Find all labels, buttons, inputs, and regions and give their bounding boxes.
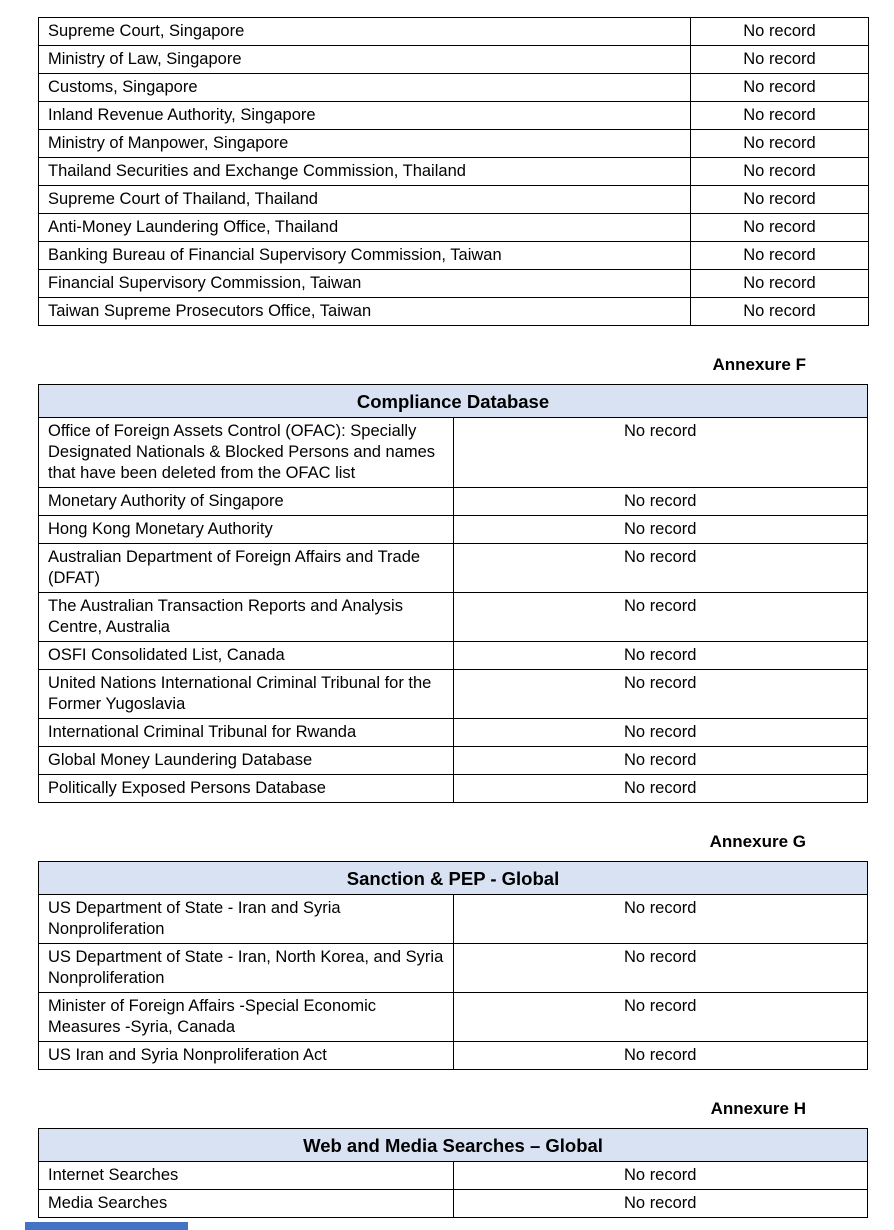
result-cell: No record (452, 894, 868, 944)
source-cell: Ministry of Law, Singapore (38, 45, 691, 74)
result-cell: No record (452, 1041, 868, 1070)
source-cell: Monetary Authority of Singapore (38, 487, 454, 516)
source-cell: Global Money Laundering Database (38, 746, 454, 775)
annexure-label: Annexure G (709, 832, 806, 851)
table-row: Ministry of Law, Singapore No record (38, 45, 869, 74)
result-cell: No record (690, 269, 869, 298)
table-row: Thailand Securities and Exchange Commiss… (38, 157, 869, 186)
result-cell: No record (452, 641, 868, 670)
result-cell: No record (452, 718, 868, 747)
table-row: US Department of State - Iran and Syria … (38, 894, 868, 944)
table-row: Monetary Authority of Singapore No record (38, 487, 868, 516)
source-cell: Inland Revenue Authority, Singapore (38, 101, 691, 130)
table-row: Internet Searches No record (38, 1161, 868, 1190)
table-row: The Australian Transaction Reports and A… (38, 592, 868, 642)
source-cell: International Criminal Tribunal for Rwan… (38, 718, 454, 747)
table-title: Web and Media Searches – Global (38, 1128, 868, 1162)
result-cell: No record (452, 487, 868, 516)
source-cell: Office of Foreign Assets Control (OFAC):… (38, 417, 454, 488)
table-row: United Nations International Criminal Tr… (38, 669, 868, 719)
table-row: Ministry of Manpower, Singapore No record (38, 129, 869, 158)
document-body: Supreme Court, Singapore No record Ministr… (38, 17, 869, 1218)
table-row: Customs, Singapore No record (38, 73, 869, 102)
result-cell: No record (690, 73, 869, 102)
source-cell: Supreme Court of Thailand, Thailand (38, 185, 691, 214)
source-cell: Minister of Foreign Affairs -Special Eco… (38, 992, 454, 1042)
source-cell: Customs, Singapore (38, 73, 691, 102)
source-cell: Supreme Court, Singapore (38, 17, 691, 46)
table-row: Banking Bureau of Financial Supervisory … (38, 241, 869, 270)
result-cell: No record (452, 543, 868, 593)
table-row: Politically Exposed Persons Database No r… (38, 774, 868, 803)
source-cell: US Department of State - Iran, North Kor… (38, 943, 454, 993)
result-cell: No record (690, 17, 869, 46)
table-row: Inland Revenue Authority, Singapore No re… (38, 101, 869, 130)
table-row: Anti-Money Laundering Office, Thailand No… (38, 213, 869, 242)
table-title: Compliance Database (38, 384, 868, 418)
result-cell: No record (452, 417, 868, 488)
table-row: Taiwan Supreme Prosecutors Office, Taiwa… (38, 297, 869, 326)
source-cell: US Department of State - Iran and Syria … (38, 894, 454, 944)
table-title: Sanction & PEP - Global (38, 861, 868, 895)
table-row: Financial Supervisory Commission, Taiwan… (38, 269, 869, 298)
table-row: US Iran and Syria Nonproliferation Act No… (38, 1041, 868, 1070)
result-cell: No record (452, 746, 868, 775)
result-cell: No record (690, 129, 869, 158)
result-cell: No record (690, 185, 869, 214)
result-cell: No record (452, 992, 868, 1042)
table-regional-regulatory-sources: Supreme Court, Singapore No record Ministr… (38, 17, 869, 326)
source-cell: The Australian Transaction Reports and A… (38, 592, 454, 642)
source-cell: Taiwan Supreme Prosecutors Office, Taiwa… (38, 297, 691, 326)
table-row: Supreme Court, Singapore No record (38, 17, 869, 46)
table-row: Office of Foreign Assets Control (OFAC):… (38, 417, 868, 488)
result-cell: No record (452, 943, 868, 993)
source-cell: Internet Searches (38, 1161, 454, 1190)
table-sanction-pep-global: Sanction & PEP - Global US Department of … (38, 861, 868, 1070)
table-title-row: Sanction & PEP - Global (38, 861, 868, 895)
table-web-media-searches-global: Web and Media Searches – Global Internet … (38, 1128, 868, 1218)
table-row: Australian Department of Foreign Affairs… (38, 543, 868, 593)
table-row: OSFI Consolidated List, Canada No record (38, 641, 868, 670)
table-row: Media Searches No record (38, 1189, 868, 1218)
table-row: Global Money Laundering Database No recor… (38, 746, 868, 775)
source-cell: Politically Exposed Persons Database (38, 774, 454, 803)
result-cell: No record (690, 297, 869, 326)
bottom-cutoff-bar (25, 1222, 188, 1230)
result-cell: No record (452, 774, 868, 803)
result-cell: No record (690, 241, 869, 270)
result-cell: No record (690, 213, 869, 242)
source-cell: US Iran and Syria Nonproliferation Act (38, 1041, 454, 1070)
source-cell: Financial Supervisory Commission, Taiwan (38, 269, 691, 298)
annexure-label: Annexure H (710, 1099, 806, 1118)
source-cell: Media Searches (38, 1189, 454, 1218)
result-cell: No record (690, 45, 869, 74)
source-cell: Banking Bureau of Financial Supervisory … (38, 241, 691, 270)
table-title-row: Web and Media Searches – Global (38, 1128, 868, 1162)
table-compliance-database: Compliance Database Office of Foreign Ass… (38, 384, 868, 803)
result-cell: No record (690, 101, 869, 130)
result-cell: No record (452, 1161, 868, 1190)
table-row: Minister of Foreign Affairs -Special Eco… (38, 992, 868, 1042)
annexure-label: Annexure F (712, 355, 806, 374)
source-cell: Thailand Securities and Exchange Commiss… (38, 157, 691, 186)
table-title-row: Compliance Database (38, 384, 868, 418)
table-row: International Criminal Tribunal for Rwan… (38, 718, 868, 747)
result-cell: No record (452, 669, 868, 719)
result-cell: No record (452, 592, 868, 642)
source-cell: OSFI Consolidated List, Canada (38, 641, 454, 670)
table-row: Supreme Court of Thailand, Thailand No re… (38, 185, 869, 214)
table-row: Hong Kong Monetary Authority No record (38, 515, 868, 544)
source-cell: Australian Department of Foreign Affairs… (38, 543, 454, 593)
source-cell: Hong Kong Monetary Authority (38, 515, 454, 544)
result-cell: No record (690, 157, 869, 186)
result-cell: No record (452, 515, 868, 544)
source-cell: United Nations International Criminal Tr… (38, 669, 454, 719)
source-cell: Ministry of Manpower, Singapore (38, 129, 691, 158)
source-cell: Anti-Money Laundering Office, Thailand (38, 213, 691, 242)
result-cell: No record (452, 1189, 868, 1218)
table-row: US Department of State - Iran, North Kor… (38, 943, 868, 993)
